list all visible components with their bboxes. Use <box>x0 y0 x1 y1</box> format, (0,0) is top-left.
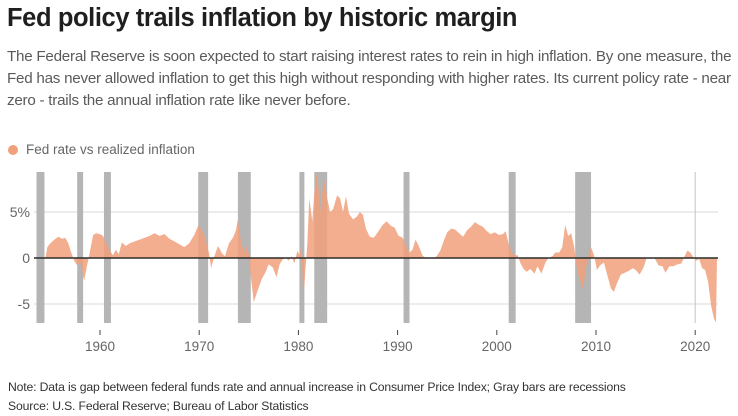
recession-bar <box>575 172 592 323</box>
footnotes: Note: Data is gap between federal funds … <box>8 378 626 416</box>
recession-bar <box>77 172 84 323</box>
series-area-path <box>45 173 717 323</box>
chart-subtitle: The Federal Reserve is soon expected to … <box>7 48 732 109</box>
chart-title: Fed policy trails inflation by historic … <box>7 4 518 32</box>
legend: Fed rate vs realized inflation <box>8 142 195 157</box>
axes: 5% 0 -5 1960 1970 1980 1990 2000 2010 2020 <box>10 204 710 354</box>
note-text: Note: Data is gap between federal funds … <box>8 380 626 394</box>
area-chart: 5% 0 -5 1960 1970 1980 1990 2000 2010 2020 <box>10 172 718 354</box>
x-tick-label: 1960 <box>85 339 115 354</box>
y-tick-label: 0 <box>22 250 30 266</box>
x-tick-label: 2000 <box>482 339 512 354</box>
recession-bar <box>36 172 45 323</box>
recession-bar <box>299 172 305 323</box>
x-tick-label: 1990 <box>383 339 413 354</box>
x-tick-label: 1970 <box>184 339 214 354</box>
series-area <box>45 173 717 323</box>
x-tick-label: 2010 <box>581 339 611 354</box>
source-text: Source: U.S. Federal Reserve; Bureau of … <box>8 399 309 413</box>
recession-bar <box>237 172 251 323</box>
gridlines <box>34 172 718 323</box>
y-tick-label: -5 <box>18 296 31 312</box>
recession-bar <box>508 172 516 323</box>
y-tick-label: 5% <box>10 204 30 220</box>
x-tick-label: 2020 <box>680 339 710 354</box>
legend-label: Fed rate vs realized inflation <box>26 142 195 157</box>
x-tick-label: 1980 <box>283 339 313 354</box>
legend-swatch <box>8 144 18 155</box>
